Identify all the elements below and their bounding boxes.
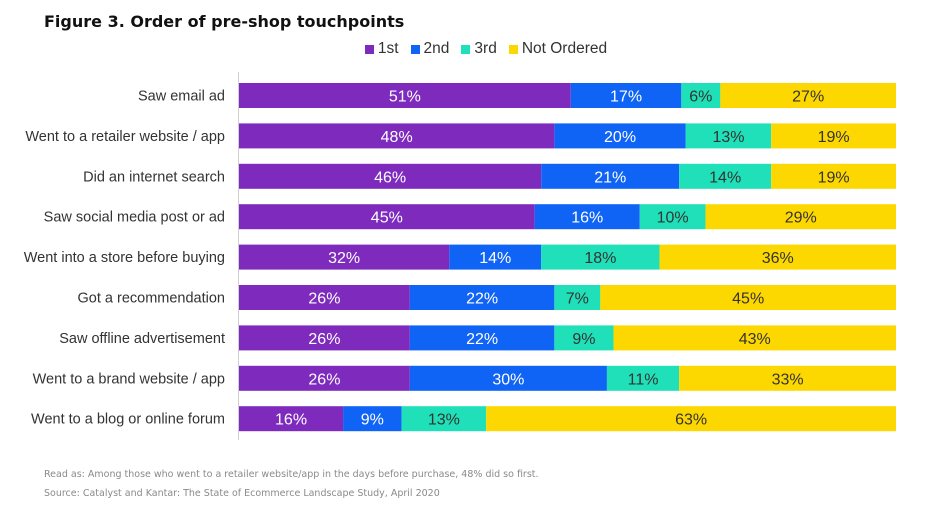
data-label-3rd: 13% xyxy=(428,412,460,429)
bar-segment-3rd xyxy=(541,244,660,270)
data-label-3rd: 18% xyxy=(584,250,616,267)
category-label: Did an internet search xyxy=(83,169,225,185)
bar-segment-1st xyxy=(239,83,571,108)
legend-label-not-ordered: Not Ordered xyxy=(521,40,608,57)
data-label-2nd: 14% xyxy=(479,250,511,267)
category-label: Went to a retailer website / app xyxy=(25,129,225,145)
bar-segment-2nd xyxy=(554,123,686,149)
bar-segment-3rd xyxy=(554,285,601,310)
bar-segment-1st xyxy=(239,365,410,391)
bar-segment-3rd xyxy=(679,163,772,189)
data-label-not-ordered: 36% xyxy=(762,250,794,267)
data-label-not-ordered: 43% xyxy=(739,331,771,348)
bar-segment-3rd xyxy=(401,406,487,432)
data-label-2nd: 30% xyxy=(492,371,524,388)
legend-label-1st: 1st xyxy=(377,40,399,57)
bar-segment-not-ordered xyxy=(659,244,896,270)
bar-segment-not-ordered xyxy=(679,365,896,391)
data-label-not-ordered: 63% xyxy=(675,412,707,429)
data-label-2nd: 16% xyxy=(571,210,603,227)
data-label-3rd: 11% xyxy=(628,371,659,388)
data-label-2nd: 22% xyxy=(466,331,498,348)
data-label-1st: 46% xyxy=(374,169,406,186)
bar-segment-1st xyxy=(239,406,344,432)
bar-segment-not-ordered xyxy=(771,123,896,149)
category-label: Saw offline advertisement xyxy=(59,331,225,347)
data-label-3rd: 14% xyxy=(709,169,741,186)
bar-segment-2nd xyxy=(409,325,555,351)
bar-segment-not-ordered xyxy=(600,285,896,310)
bar-segment-2nd xyxy=(409,285,555,310)
legend-item-2nd: 2nd xyxy=(410,40,450,58)
data-label-1st: 48% xyxy=(381,129,413,146)
bar-segment-3rd xyxy=(554,325,614,351)
data-label-3rd: 10% xyxy=(657,210,689,227)
bar-segment-2nd xyxy=(409,365,607,391)
source-note: Source: Catalyst and Kantar: The State o… xyxy=(44,488,440,499)
data-label-2nd: 9% xyxy=(361,412,384,429)
data-label-1st: 32% xyxy=(328,250,360,267)
legend-label-3rd: 3rd xyxy=(474,40,497,57)
data-label-3rd: 7% xyxy=(566,291,589,308)
data-label-2nd: 20% xyxy=(604,129,636,146)
data-label-3rd: 13% xyxy=(712,129,744,146)
data-label-1st: 16% xyxy=(275,412,307,429)
category-label: Got a recommendation xyxy=(78,291,226,307)
data-label-2nd: 22% xyxy=(466,291,498,308)
chart-title: Figure 3. Order of pre-shop touchpoints xyxy=(44,12,405,31)
category-label: Went to a brand website / app xyxy=(33,371,225,387)
bar-segment-not-ordered xyxy=(613,325,896,351)
bar-segment-3rd xyxy=(685,123,772,149)
bar-segment-1st xyxy=(239,163,542,189)
bar-segment-1st xyxy=(239,204,535,230)
bar-segment-3rd xyxy=(639,204,706,230)
category-label: Saw social media post or ad xyxy=(44,210,225,226)
legend-swatch-3rd xyxy=(461,44,471,54)
legend-item-1st: 1st xyxy=(364,40,399,58)
legend-swatch-1st xyxy=(364,44,374,54)
legend-label-2nd: 2nd xyxy=(423,40,450,57)
data-label-1st: 26% xyxy=(308,331,340,348)
legend: 1st 2nd 3rd Not Ordered xyxy=(20,40,932,58)
bar-segment-2nd xyxy=(570,83,682,108)
bar-segment-2nd xyxy=(343,406,402,432)
data-label-3rd: 6% xyxy=(689,89,712,106)
bar-segment-1st xyxy=(239,325,410,351)
data-label-not-ordered: 45% xyxy=(732,291,764,308)
data-label-not-ordered: 29% xyxy=(785,210,817,227)
bar-segment-not-ordered xyxy=(720,83,896,108)
data-label-not-ordered: 19% xyxy=(818,129,850,146)
data-label-3rd: 9% xyxy=(572,331,595,348)
bar-segment-3rd xyxy=(681,83,721,108)
bar-segment-not-ordered xyxy=(486,406,896,432)
data-label-not-ordered: 27% xyxy=(792,89,824,106)
legend-item-3rd: 3rd xyxy=(461,40,497,58)
data-label-1st: 26% xyxy=(308,371,340,388)
data-label-1st: 26% xyxy=(308,291,340,308)
footnote: Read as: Among those who went to a retai… xyxy=(44,469,539,480)
bar-segment-2nd xyxy=(534,204,640,230)
bar-segment-not-ordered xyxy=(771,163,896,189)
data-label-not-ordered: 33% xyxy=(772,371,804,388)
bar-segment-3rd xyxy=(606,365,680,391)
bar-segment-2nd xyxy=(541,163,680,189)
category-label: Saw email ad xyxy=(138,89,225,105)
bar-segment-1st xyxy=(239,123,555,149)
data-label-1st: 51% xyxy=(389,89,421,106)
legend-item-not-ordered: Not Ordered xyxy=(508,40,608,58)
bar-segment-not-ordered xyxy=(705,204,896,230)
bar-segment-2nd xyxy=(449,244,542,270)
legend-swatch-not-ordered xyxy=(508,44,518,54)
category-label: Went to a blog or online forum xyxy=(31,412,225,428)
data-label-not-ordered: 19% xyxy=(818,169,850,186)
bar-segment-1st xyxy=(239,285,410,310)
bar-segment-1st xyxy=(239,244,450,270)
data-label-1st: 45% xyxy=(371,210,403,227)
data-label-2nd: 17% xyxy=(610,89,642,106)
category-label: Went into a store before buying xyxy=(24,250,225,266)
data-label-2nd: 21% xyxy=(594,169,626,186)
legend-swatch-2nd xyxy=(410,44,420,54)
